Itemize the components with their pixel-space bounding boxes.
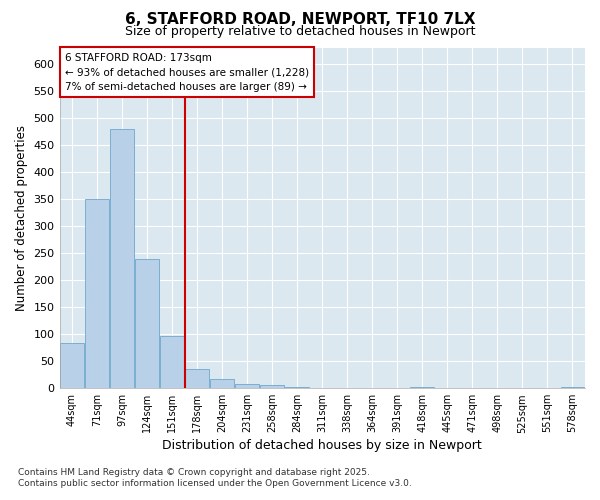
- X-axis label: Distribution of detached houses by size in Newport: Distribution of detached houses by size …: [163, 440, 482, 452]
- Text: 6 STAFFORD ROAD: 173sqm
← 93% of detached houses are smaller (1,228)
7% of semi-: 6 STAFFORD ROAD: 173sqm ← 93% of detache…: [65, 52, 309, 92]
- Bar: [260, 386, 284, 388]
- Bar: [135, 260, 159, 388]
- Bar: [210, 379, 234, 388]
- Text: 6, STAFFORD ROAD, NEWPORT, TF10 7LX: 6, STAFFORD ROAD, NEWPORT, TF10 7LX: [125, 12, 475, 28]
- Bar: [560, 386, 584, 388]
- Y-axis label: Number of detached properties: Number of detached properties: [15, 125, 28, 311]
- Bar: [410, 387, 434, 388]
- Text: Size of property relative to detached houses in Newport: Size of property relative to detached ho…: [125, 25, 475, 38]
- Bar: [286, 386, 309, 388]
- Bar: [160, 336, 184, 388]
- Bar: [85, 199, 109, 388]
- Bar: [110, 128, 134, 388]
- Bar: [235, 384, 259, 388]
- Bar: [185, 370, 209, 388]
- Text: Contains HM Land Registry data © Crown copyright and database right 2025.
Contai: Contains HM Land Registry data © Crown c…: [18, 468, 412, 487]
- Bar: [60, 344, 84, 388]
